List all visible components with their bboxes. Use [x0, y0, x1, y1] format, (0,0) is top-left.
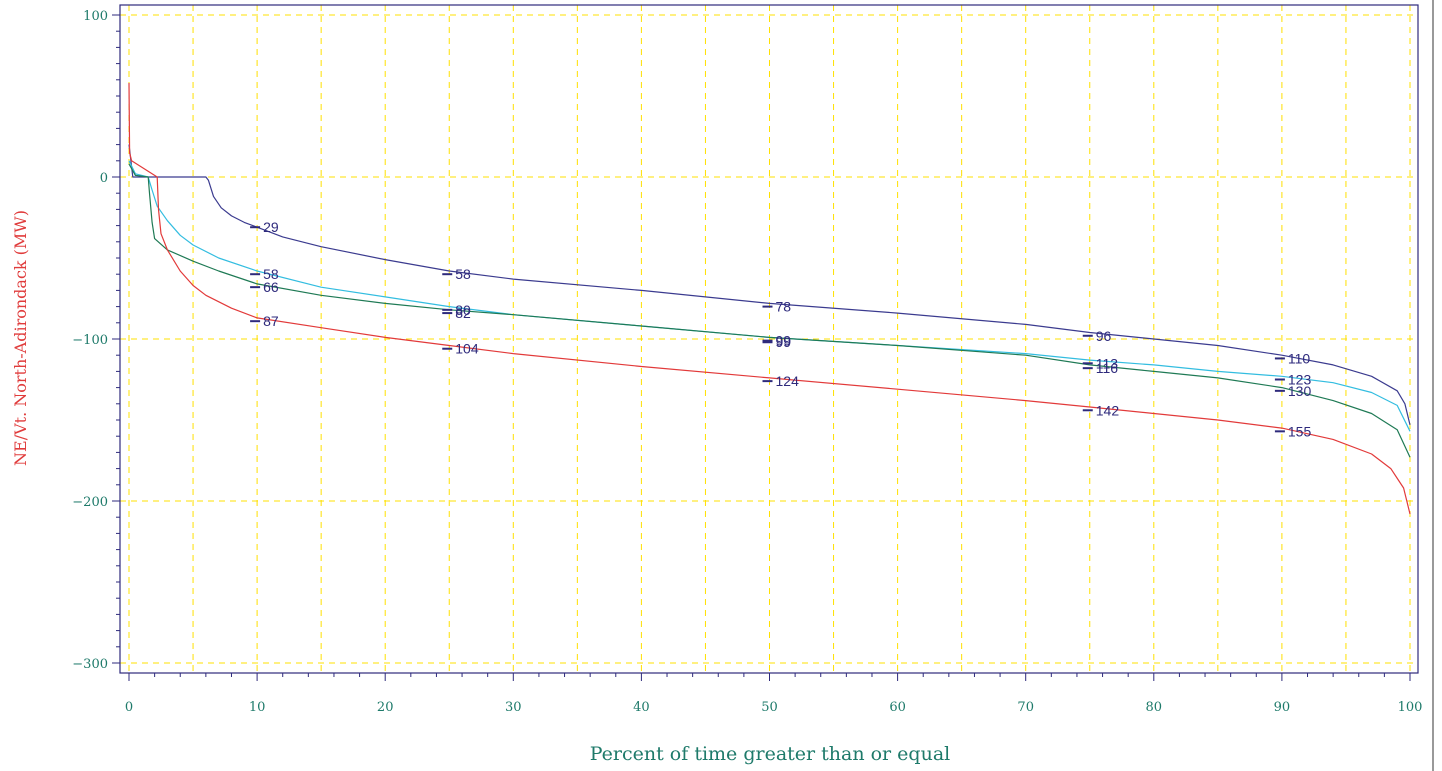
y-tick-label: 100 [83, 9, 108, 24]
annotation-label: 80 [455, 302, 471, 318]
annotation-label: 58 [263, 266, 279, 282]
annotation-label: 113 [1096, 355, 1119, 371]
value-annotations: 2958668758808210478999912496113116142110… [250, 219, 1311, 439]
annotation-label: 66 [263, 279, 279, 295]
annotation-label: 110 [1288, 350, 1311, 366]
annotation-label: 99 [776, 334, 792, 350]
y-tick-label: −100 [72, 333, 108, 348]
y-tick-label: 0 [100, 171, 108, 186]
y-axis-title: NE/Vt. North-Adirondack (MW) [11, 210, 30, 466]
series-line [128, 144, 1411, 426]
annotation-label: 87 [263, 313, 279, 329]
annotation-label: 124 [776, 373, 800, 389]
x-tick-label: 60 [889, 700, 906, 715]
x-tick-label: 50 [761, 700, 778, 715]
annotation-label: 82 [455, 305, 471, 321]
x-tick-label: 40 [633, 700, 650, 715]
annotation-label: 29 [263, 219, 279, 235]
axis-ticks: 100 0 −100 −200 −300 0 10 20 30 40 50 60 70 80 90 100 [72, 9, 1422, 715]
annotation-label: 130 [1288, 383, 1312, 399]
annotation-label: 96 [1096, 328, 1112, 344]
series-line [128, 82, 1411, 515]
x-tick-label: 90 [1274, 700, 1291, 715]
x-tick-label: 70 [1017, 700, 1034, 715]
y-tick-label: −300 [72, 657, 108, 672]
annotation-label: 155 [1288, 423, 1312, 439]
annotation-label: 142 [1096, 402, 1120, 418]
x-tick-label: 80 [1146, 700, 1163, 715]
y-tick-label: −200 [72, 495, 108, 510]
x-axis-title: Percent of time greater than or equal [590, 743, 950, 765]
series-lines [128, 82, 1411, 515]
annotation-label: 58 [455, 266, 471, 282]
x-tick-label: 10 [249, 700, 266, 715]
series-line [128, 163, 1411, 458]
annotation-label: 99 [776, 333, 792, 349]
x-tick-label: 20 [377, 700, 394, 715]
annotation-label: 123 [1288, 372, 1312, 388]
grid-lines [120, 5, 1418, 673]
annotation-label: 78 [776, 299, 792, 315]
x-tick-label: 100 [1398, 700, 1423, 715]
x-tick-label: 30 [505, 700, 522, 715]
x-tick-label: 0 [125, 700, 133, 715]
annotation-label: 104 [455, 341, 479, 357]
annotation-label: 116 [1096, 360, 1119, 376]
